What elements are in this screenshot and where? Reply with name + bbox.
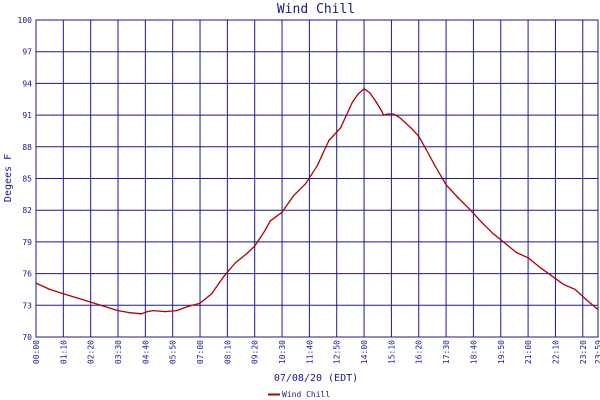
data-point bbox=[103, 305, 105, 307]
data-point bbox=[539, 266, 541, 268]
legend-label-wind-chill: Wind Chill bbox=[282, 390, 330, 399]
chart-title: Wind Chill bbox=[277, 2, 355, 17]
data-point bbox=[175, 309, 178, 312]
x-tick-label: 03:30 bbox=[114, 340, 123, 364]
data-point bbox=[269, 220, 271, 222]
data-point bbox=[187, 305, 189, 307]
data-point bbox=[49, 288, 51, 291]
data-point bbox=[164, 311, 166, 313]
x-tick-label: 15:10 bbox=[387, 340, 396, 364]
data-point bbox=[340, 127, 342, 129]
data-point bbox=[457, 196, 459, 199]
x-tick-label: 21:00 bbox=[524, 340, 533, 364]
y-tick-label: 85 bbox=[22, 175, 32, 184]
data-point bbox=[574, 288, 576, 291]
x-tick-label: 16:20 bbox=[415, 340, 424, 364]
x-tick-label: 08:10 bbox=[223, 340, 232, 364]
data-point bbox=[316, 165, 318, 167]
data-point bbox=[418, 135, 420, 137]
data-point bbox=[392, 113, 394, 115]
x-tick-label: 04:40 bbox=[141, 340, 150, 364]
data-point bbox=[504, 242, 506, 244]
y-tick-label: 82 bbox=[22, 206, 32, 215]
x-tick-label: 23:20 bbox=[579, 340, 588, 364]
y-tick-label: 91 bbox=[22, 111, 32, 120]
data-point bbox=[445, 184, 447, 186]
data-point bbox=[263, 230, 266, 232]
data-point bbox=[129, 312, 131, 314]
data-point bbox=[363, 88, 365, 90]
data-point bbox=[410, 127, 412, 129]
data-point bbox=[382, 114, 385, 116]
data-point bbox=[386, 113, 389, 115]
legend: Wind Chill bbox=[268, 390, 330, 399]
data-point bbox=[328, 139, 330, 142]
data-point bbox=[76, 297, 78, 299]
y-tick-label: 100 bbox=[18, 16, 33, 25]
data-point bbox=[222, 276, 225, 278]
data-point bbox=[140, 313, 143, 315]
y-axis-label: Degees F bbox=[3, 154, 14, 202]
data-point bbox=[381, 110, 383, 112]
data-point bbox=[425, 149, 428, 151]
data-point bbox=[152, 309, 154, 312]
y-tick-label: 94 bbox=[22, 79, 32, 88]
data-point bbox=[35, 282, 37, 284]
data-point bbox=[146, 311, 148, 313]
x-tick-label: 19:50 bbox=[497, 340, 506, 364]
data-point bbox=[398, 116, 400, 118]
data-point bbox=[293, 194, 295, 197]
y-tick-label: 70 bbox=[22, 333, 32, 342]
data-point bbox=[90, 301, 92, 303]
data-point bbox=[369, 92, 371, 94]
data-point bbox=[586, 299, 588, 301]
x-tick-label: 00:00 bbox=[32, 340, 41, 364]
x-tick-label: 02:20 bbox=[87, 340, 96, 364]
data-point bbox=[62, 293, 64, 295]
x-tick-label: 10:30 bbox=[278, 340, 287, 364]
y-tick-label: 76 bbox=[22, 270, 32, 279]
data-point bbox=[480, 221, 482, 223]
x-tick-label: 17:30 bbox=[442, 340, 451, 364]
x-tick-label: 09:20 bbox=[251, 340, 260, 364]
x-tick-label: 22:10 bbox=[551, 340, 560, 364]
data-point bbox=[351, 101, 353, 104]
data-point bbox=[254, 245, 256, 247]
data-point bbox=[211, 293, 213, 295]
data-point bbox=[515, 251, 517, 254]
y-tick-label: 73 bbox=[22, 301, 32, 310]
x-tick-label: 07:00 bbox=[196, 340, 205, 364]
series-line-wind-chill bbox=[35, 88, 599, 315]
y-tick-label: 88 bbox=[22, 143, 32, 152]
y-tick-label: 79 bbox=[22, 238, 32, 247]
x-tick-label: 14:00 bbox=[360, 340, 369, 364]
data-point bbox=[550, 275, 553, 277]
data-point bbox=[199, 302, 201, 304]
data-point bbox=[597, 308, 599, 311]
data-point bbox=[433, 164, 435, 166]
x-tick-label: 11:40 bbox=[305, 340, 314, 364]
data-point bbox=[117, 309, 119, 312]
data-point bbox=[234, 262, 236, 264]
x-axis-label: 07/08/20 (EDT) bbox=[274, 373, 358, 384]
data-point bbox=[404, 121, 406, 124]
data-point bbox=[375, 100, 377, 102]
x-tick-label: 23:59 bbox=[594, 340, 600, 364]
data-point bbox=[562, 283, 564, 285]
x-tick-label: 01:10 bbox=[59, 340, 68, 364]
x-tick-label: 12:50 bbox=[333, 340, 342, 364]
data-point bbox=[281, 211, 283, 213]
y-tick-label: 97 bbox=[22, 48, 32, 57]
plot-area: 70 73 76 79 82 85 88 91 94 97 100 00:00 01:10 02:20 03… bbox=[18, 16, 600, 364]
data-point bbox=[468, 208, 471, 210]
data-point bbox=[246, 252, 248, 255]
x-tick-label: 18:40 bbox=[469, 340, 478, 364]
data-point bbox=[357, 93, 359, 95]
data-point bbox=[492, 232, 494, 235]
x-tick-label: 05:50 bbox=[169, 340, 178, 364]
data-point bbox=[304, 183, 307, 185]
data-point bbox=[527, 257, 529, 259]
